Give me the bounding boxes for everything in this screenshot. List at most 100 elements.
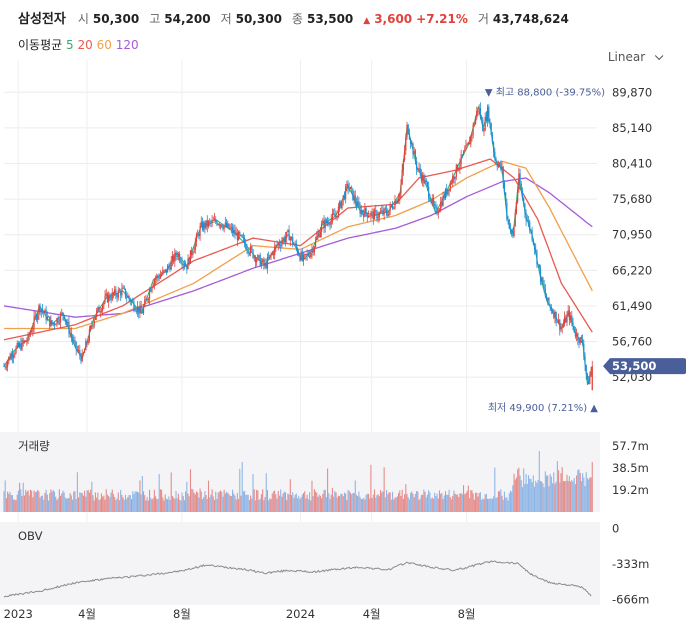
candle-body (423, 175, 425, 184)
volume-bar (579, 472, 581, 512)
candle-body (70, 333, 72, 337)
volume-bar (245, 494, 247, 512)
volume-bar (173, 497, 175, 512)
candle-body (410, 139, 412, 144)
volume-bar (156, 498, 158, 512)
candle-body (453, 176, 455, 180)
volume-bar (57, 498, 59, 512)
candle-body (62, 312, 64, 316)
candle-body (39, 305, 41, 312)
volume-bar (28, 495, 30, 512)
candle-body (486, 106, 489, 122)
volume-bar (527, 475, 530, 512)
candle-body (100, 310, 103, 312)
ma20-label[interactable]: 20 (77, 38, 93, 52)
volume-bar (116, 498, 118, 512)
volume-bar (533, 486, 536, 512)
candle-body (493, 142, 495, 152)
volume-bar (577, 470, 579, 512)
ma60-label[interactable]: 60 (96, 38, 112, 52)
volume-bar (192, 489, 194, 512)
volume-bar (322, 493, 324, 512)
ma120-label[interactable]: 120 (115, 38, 139, 52)
price-tick-label: 70,950 (612, 228, 652, 242)
volume-bar (16, 494, 18, 512)
candle-body (108, 294, 110, 303)
volume-bar (232, 489, 234, 512)
ma5-label[interactable]: 5 (66, 38, 74, 52)
low-value: 50,300 (235, 12, 282, 26)
volume-bar (437, 498, 439, 512)
volume-bar (194, 494, 196, 512)
volume-bar (234, 495, 236, 512)
volume-bar (223, 489, 225, 512)
volume-bar (59, 495, 62, 512)
volume-bar (423, 489, 425, 512)
volume-bar (91, 481, 93, 512)
candle-body (168, 265, 170, 267)
candle-body (459, 164, 461, 169)
candle-body (577, 333, 579, 341)
candle-body (418, 168, 420, 170)
candle-body (109, 294, 111, 299)
obv-title: OBV (18, 529, 43, 543)
candle-body (139, 306, 141, 314)
candle-body (233, 229, 235, 233)
volume-bar (432, 498, 435, 512)
volume-bar (300, 497, 302, 512)
candle-body (7, 361, 9, 367)
price-markers: ▼ 최고 88,800 (-39.75%) 최저 49,900 (7.21%) ▲… (485, 86, 686, 414)
volume-bar (275, 494, 277, 512)
candle-body (250, 246, 252, 254)
volume-bar (254, 500, 256, 512)
candle-body (437, 212, 439, 214)
volume-bar (259, 498, 261, 512)
volume-bar (318, 494, 320, 512)
candle-body (397, 198, 400, 201)
volume-bar (532, 475, 534, 512)
candle-body (578, 340, 580, 344)
volume-bar (298, 495, 300, 512)
volume-bar (69, 493, 71, 512)
candle-body (111, 292, 113, 300)
volume-bar (302, 493, 305, 512)
candle-body (399, 193, 401, 199)
candle-body (428, 186, 430, 198)
candle-body (379, 212, 382, 214)
candle-body (500, 163, 502, 169)
candle-body (533, 243, 536, 250)
volume-bar (260, 494, 262, 512)
candle-body (256, 259, 258, 263)
volume-bar (14, 499, 16, 512)
moving-average-legend[interactable]: 이동평균 5 20 60 120 (18, 36, 139, 53)
candle-body (337, 206, 340, 218)
volume-bar (511, 491, 513, 512)
volume-bar (270, 499, 272, 512)
volume-bar (128, 494, 130, 512)
candle-body (357, 201, 359, 206)
candle-body (307, 253, 309, 256)
candle-body (378, 212, 380, 217)
candle-body (473, 124, 475, 126)
candle-body (435, 205, 437, 209)
volume-bar (467, 485, 469, 512)
volume-bar (155, 496, 157, 512)
candle-body (298, 253, 300, 256)
candle-body (171, 255, 174, 261)
volume-bar (104, 499, 106, 512)
volume-bar (370, 464, 372, 512)
candle-body (352, 188, 354, 200)
volume-bar (81, 493, 83, 512)
volume-bar (567, 481, 569, 512)
candle-body (400, 183, 402, 194)
candle-body (561, 326, 563, 328)
scale-mode-dropdown[interactable]: Linear (608, 50, 664, 64)
volume-bar (248, 500, 250, 512)
volume-bar (21, 495, 23, 512)
candle-body (221, 224, 223, 228)
candle-body (571, 315, 573, 323)
candle-body (27, 333, 29, 342)
candle-body (549, 304, 551, 307)
volume-bar (193, 492, 195, 512)
